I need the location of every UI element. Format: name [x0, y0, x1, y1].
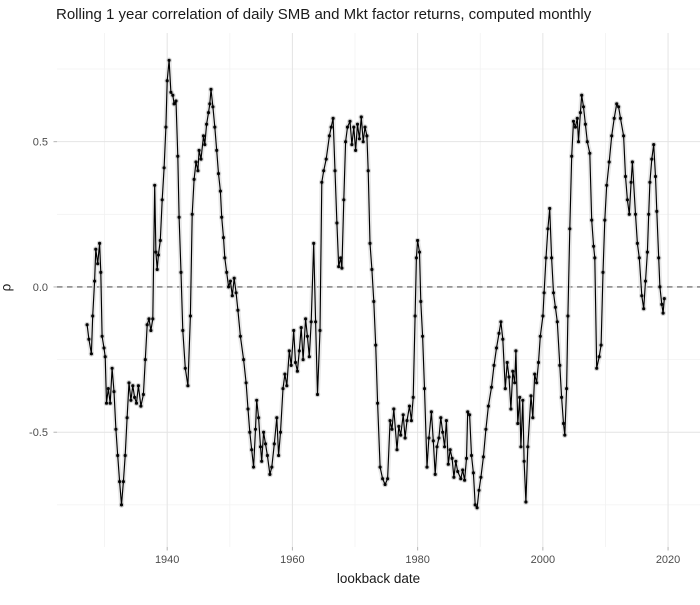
x-tick-label: 1960	[280, 554, 304, 566]
chart-title: Rolling 1 year correlation of daily SMB …	[56, 6, 592, 23]
y-tick-label: -0.5	[29, 427, 48, 439]
x-tick-label: 1940	[155, 554, 179, 566]
x-tick-label: 2000	[531, 554, 555, 566]
x-tick-label: 1980	[405, 554, 429, 566]
y-tick-label: 0.0	[33, 282, 48, 294]
y-tick-label: 0.5	[33, 137, 48, 149]
series-line	[86, 59, 665, 509]
y-axis-title: ρ	[0, 283, 14, 292]
x-tick-label: 2020	[656, 554, 680, 566]
data-point-halo	[382, 481, 388, 488]
x-axis-title: lookback date	[336, 571, 421, 586]
